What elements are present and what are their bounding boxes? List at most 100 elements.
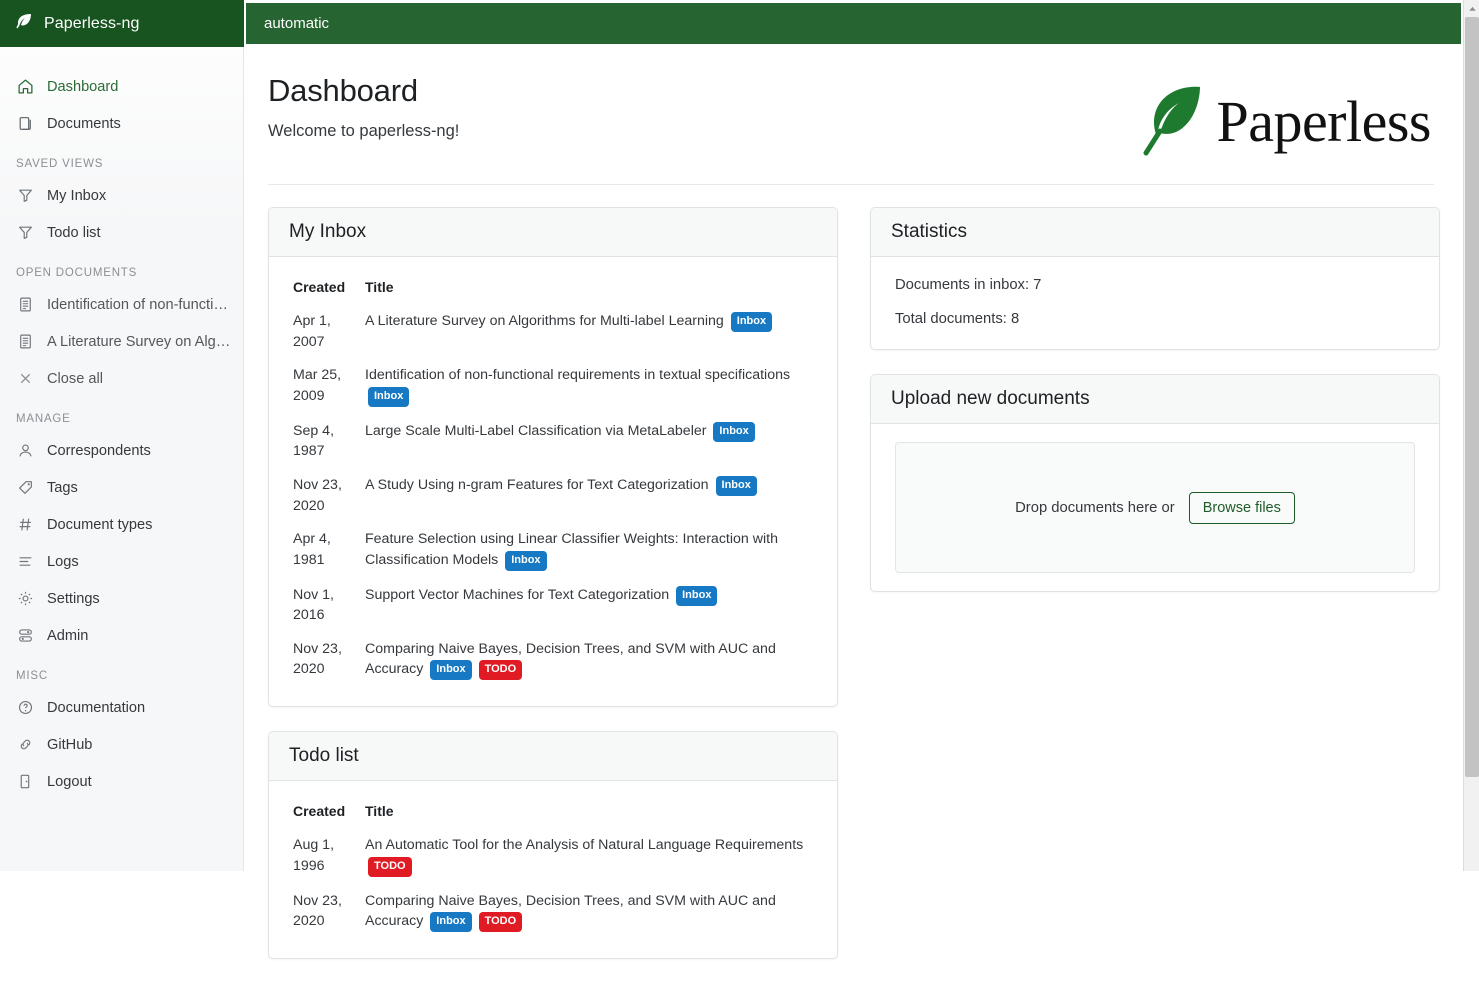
table-row[interactable]: Nov 23, 2020 Comparing Naive Bayes, Decis…: [293, 885, 813, 941]
house-icon: [17, 78, 34, 95]
table-row[interactable]: Apr 4, 1981 Feature Selection using Linea…: [293, 523, 813, 579]
tag-badge[interactable]: Inbox: [430, 912, 472, 933]
card-body: Created Title Aug 1, 1996 An Automatic To…: [269, 781, 837, 958]
sidebar-item-documentation[interactable]: Documentation: [0, 689, 243, 726]
page-scrollbar[interactable]: [1463, 0, 1479, 871]
sidebar-item-tags[interactable]: Tags: [0, 469, 243, 506]
document-title-link[interactable]: Comparing Naive Bayes, Decision Trees, a…: [365, 892, 776, 930]
filter-icon: [17, 224, 34, 241]
page-title: Dashboard: [268, 73, 418, 108]
main-content: Dashboard Welcome to paperless-ng! Paper…: [244, 47, 1463, 960]
cell-title: Large Scale Multi-Label Classification v…: [365, 415, 813, 469]
cell-title: Identification of non-functional require…: [365, 359, 813, 415]
cell-created: Nov 23, 2020: [293, 892, 342, 930]
top-bar-content: automatic: [244, 0, 1463, 47]
cell-created: Nov 23, 2020: [293, 476, 342, 514]
sidebar-item-close-all[interactable]: Close all: [0, 360, 243, 397]
sidebar-section-open-documents: OPEN DOCUMENTS: [16, 267, 138, 279]
tag-badge[interactable]: TODO: [368, 856, 412, 877]
filter-icon: [17, 187, 34, 204]
cell-title: Feature Selection using Linear Classifie…: [365, 523, 813, 579]
document-title-link[interactable]: Large Scale Multi-Label Classification v…: [365, 422, 707, 439]
brand-header[interactable]: Paperless-ng: [0, 0, 244, 47]
sidebar-item-todo-list[interactable]: Todo list: [0, 214, 243, 251]
card-title: Upload new documents: [871, 375, 1439, 424]
table-row[interactable]: Sep 4, 1987 Large Scale Multi-Label Class…: [293, 415, 813, 469]
table-row[interactable]: Nov 23, 2020 A Study Using n-gram Feature…: [293, 469, 813, 523]
table-row[interactable]: Aug 1, 1996 An Automatic Tool for the Ana…: [293, 829, 813, 885]
cell-title: Support Vector Machines for Text Categor…: [365, 579, 813, 633]
tag-badge[interactable]: Inbox: [368, 386, 410, 407]
tag-badge[interactable]: Inbox: [715, 475, 757, 496]
card-body: Created Title Apr 1, 2007 A Literature Su…: [269, 257, 837, 706]
document-title-link[interactable]: Feature Selection using Linear Classifie…: [365, 531, 778, 568]
page-header: Dashboard Welcome to paperless-ng! Paper…: [268, 73, 1434, 185]
sidebar-item-label: Documentation: [47, 699, 146, 716]
tag-badge[interactable]: TODO: [478, 912, 523, 933]
sidebar-item-label: Correspondents: [47, 442, 151, 459]
sidebar-item-correspondents[interactable]: Correspondents: [0, 432, 243, 469]
document-title-link[interactable]: A Study Using n-gram Features for Text C…: [365, 476, 709, 493]
tag-badge[interactable]: Inbox: [505, 550, 547, 571]
file-dropzone[interactable]: Drop documents here or Browse files: [895, 442, 1415, 573]
sidebar-item-document-types[interactable]: Document types: [0, 506, 243, 543]
sidebar-item-logs[interactable]: Logs: [0, 543, 243, 580]
document-title-link[interactable]: An Automatic Tool for the Analysis of Na…: [365, 837, 804, 854]
sidebar-item-label: Logs: [47, 553, 79, 570]
sidebar-item-label: Tags: [47, 479, 78, 496]
table-row[interactable]: Nov 1, 2016 Support Vector Machines for T…: [293, 579, 813, 633]
sidebar-item-label: Document types: [47, 516, 153, 533]
card-title: Todo list: [269, 732, 837, 782]
sidebar-item-label: GitHub: [47, 736, 93, 753]
document-title-link[interactable]: Identification of non-functional require…: [365, 367, 791, 384]
statistics-card: Statistics Documents in inbox: 7 Total d…: [870, 207, 1440, 350]
tag-badge[interactable]: Inbox: [676, 585, 718, 606]
sidebar-item-documents[interactable]: Documents: [0, 105, 243, 142]
document-title-link[interactable]: A Literature Survey on Algorithms for Mu…: [365, 313, 724, 329]
table-row[interactable]: Apr 1, 2007 A Literature Survey on Algori…: [293, 305, 813, 359]
tag-badge[interactable]: Inbox: [730, 312, 773, 332]
table-row[interactable]: Mar 25, 2009 Identification of non-functi…: [293, 359, 813, 415]
sidebar-item-dashboard[interactable]: Dashboard: [0, 68, 243, 105]
document-icon: [17, 296, 34, 313]
document-title-link[interactable]: Support Vector Machines for Text Categor…: [365, 586, 670, 603]
cell-title: A Study Using n-gram Features for Text C…: [365, 469, 813, 523]
tag-badge[interactable]: Inbox: [713, 421, 755, 442]
sidebar-open-document-1[interactable]: Identification of non-functio...: [0, 286, 243, 323]
todo-table-body: Aug 1, 1996 An Automatic Tool for the Ana…: [293, 829, 813, 940]
automatic-tab[interactable]: automatic: [246, 3, 1461, 44]
cell-created: Mar 25, 2009: [293, 367, 342, 404]
document-icon: [17, 333, 34, 350]
tag-badge[interactable]: TODO: [478, 660, 523, 681]
sidebar-item-label: Logout: [47, 773, 92, 790]
sidebar-item-label: Documents: [47, 115, 121, 132]
table-header-row: Created Title: [293, 799, 813, 829]
sidebar-item-github[interactable]: GitHub: [0, 726, 243, 763]
cell-created: Nov 1, 2016: [293, 586, 335, 624]
sidebar-item-admin[interactable]: Admin: [0, 617, 243, 654]
cell-title: Comparing Naive Bayes, Decision Trees, a…: [365, 633, 813, 689]
logo-wordmark: Paperless: [1216, 88, 1431, 154]
sidebar-item-label: Dashboard: [47, 78, 119, 95]
hash-icon: [17, 516, 34, 533]
document-title-link[interactable]: Comparing Naive Bayes, Decision Trees, a…: [365, 640, 776, 678]
sidebar: Dashboard Documents SAVED VIEWS My Inbox…: [0, 47, 244, 871]
browse-files-button[interactable]: Browse files: [1188, 491, 1295, 524]
sidebar-open-document-2[interactable]: A Literature Survey on Algori...: [0, 323, 243, 360]
stat-total-documents: Total documents: 8: [895, 311, 1020, 327]
upload-card: Upload new documents Drop documents here…: [870, 374, 1440, 592]
card-body: Documents in inbox: 7 Total documents: 8: [871, 257, 1439, 349]
scrollbar-thumb[interactable]: [1465, 17, 1479, 777]
dashboard-grid: My Inbox Created Title Apr 1, 2007 A Lite…: [268, 185, 1440, 983]
scroll-up-arrow-icon[interactable]: [1464, 0, 1479, 16]
sidebar-item-logout[interactable]: Logout: [0, 763, 243, 800]
sidebar-item-label: Settings: [47, 590, 100, 607]
sidebar-item-my-inbox[interactable]: My Inbox: [0, 177, 243, 214]
table-row[interactable]: Nov 23, 2020 Comparing Naive Bayes, Decis…: [293, 633, 813, 689]
person-icon: [17, 442, 34, 459]
cell-title: An Automatic Tool for the Analysis of Na…: [365, 829, 813, 885]
sidebar-item-settings[interactable]: Settings: [0, 580, 243, 617]
tag-badge[interactable]: Inbox: [430, 660, 472, 681]
left-column: My Inbox Created Title Apr 1, 2007 A Lite…: [268, 207, 838, 983]
card-body: Drop documents here or Browse files: [871, 424, 1439, 591]
